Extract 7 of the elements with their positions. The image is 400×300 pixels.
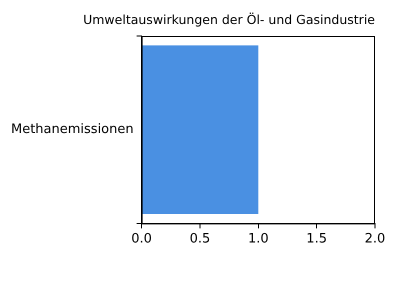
- x-tick-label: 2.0: [364, 232, 386, 247]
- x-tick-label: 1.5: [306, 232, 327, 247]
- x-tick-label: 0.5: [190, 232, 210, 247]
- x-tick-label: 1.0: [248, 232, 269, 247]
- chart-title: Umweltauswirkungen der Öl- und Gasindustrie: [83, 12, 376, 27]
- y-tick-label: Methanemissionen: [10, 122, 134, 138]
- x-tick-label: 0.0: [131, 232, 152, 247]
